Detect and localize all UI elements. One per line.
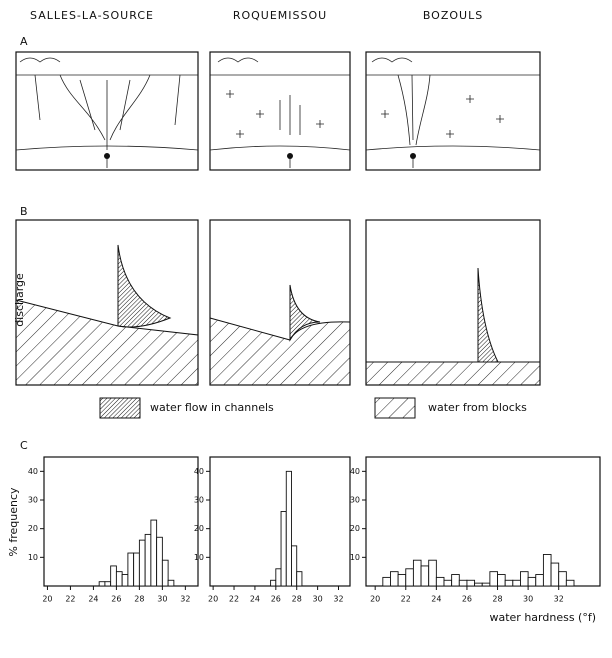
plot-frame: [365, 456, 601, 587]
histogram-bar: [481, 582, 491, 587]
x-tick-label: 30: [523, 595, 533, 604]
histogram-bar: [144, 533, 152, 587]
histogram-bar: [296, 571, 303, 587]
histogram-bar: [550, 562, 560, 587]
legend-label: water from blocks: [428, 401, 527, 414]
histogram-bar: [512, 579, 521, 587]
column-title: ROQUEMISSOU: [233, 9, 327, 22]
histogram-bar: [138, 539, 146, 587]
x-tick-label: 26: [271, 595, 281, 604]
histogram-bar: [405, 568, 414, 587]
histogram-bar: [161, 559, 169, 587]
discharge-diagrams: [15, 219, 541, 419]
y-tick-label: 30: [194, 496, 204, 505]
y-tick-label: 20: [194, 524, 204, 533]
histogram-bar: [520, 571, 529, 587]
y-tick-label: 40: [350, 467, 360, 476]
y-tick-label: 10: [28, 553, 38, 562]
histogram-bar: [98, 581, 106, 587]
legend-label: water flow in channels: [150, 401, 274, 414]
histogram-bar: [466, 579, 476, 587]
y-tick-label: 20: [350, 524, 360, 533]
histogram-bar: [133, 552, 140, 587]
histogram-bar: [382, 576, 391, 587]
y-tick-label: 30: [350, 496, 360, 505]
histogram-bar: [280, 511, 287, 587]
histogram-bar: [150, 519, 158, 587]
histogram-bar: [167, 579, 175, 587]
histogram-bar: [565, 579, 575, 587]
x-tick-label: 22: [401, 595, 411, 604]
plot-frame: [209, 456, 351, 587]
histogram-bar: [115, 571, 123, 587]
y-tick-label: 10: [350, 553, 360, 562]
y-tick-label: 40: [28, 467, 38, 476]
column-title: SALLES-LA-SOURCE: [30, 9, 154, 22]
x-tick-label: 22: [229, 595, 239, 604]
x-tick-label: 24: [88, 595, 98, 604]
histogram-bar: [291, 545, 298, 587]
histogram-bar: [127, 552, 135, 587]
histogram-bar: [397, 574, 407, 587]
x-tick-label: 32: [333, 595, 343, 604]
x-tick-label: 20: [370, 595, 380, 604]
histogram-bar: [390, 571, 399, 587]
x-tick-label: 24: [431, 595, 441, 604]
histogram-bar: [504, 579, 514, 587]
histogram-bar: [435, 576, 445, 587]
y-tick-label: 40: [194, 467, 204, 476]
x-tick-label: 22: [65, 595, 75, 604]
histogram-bar: [458, 579, 468, 587]
histogram-bar: [489, 571, 498, 587]
histogram-bar: [156, 536, 163, 587]
histogram-bar: [542, 554, 552, 587]
histogram-bar: [527, 576, 537, 587]
column-title: BOZOULS: [423, 9, 483, 22]
histogram-bar: [474, 582, 483, 587]
x-tick-label: 28: [292, 595, 302, 604]
histogram-bar: [121, 574, 129, 587]
x-tick-label: 30: [157, 595, 167, 604]
panel-label: B: [20, 205, 28, 218]
x-tick-label: 28: [134, 595, 144, 604]
x-tick-label: 26: [111, 595, 121, 604]
x-tick-label: 28: [492, 595, 502, 604]
x-tick-label: 32: [554, 595, 564, 604]
y-tick-label: 10: [194, 553, 204, 562]
y-tick-label: 30: [28, 496, 38, 505]
x-tick-label: 32: [180, 595, 190, 604]
histogram-bar: [558, 571, 567, 587]
histogram-bar: [110, 565, 117, 587]
x-tick-label: 26: [462, 595, 472, 604]
x-tick-label: 20: [42, 595, 52, 604]
plot-frame: [43, 456, 199, 587]
histogram-bar: [275, 568, 282, 587]
y-axis-label: % frequency: [7, 487, 20, 557]
panel-label: C: [20, 439, 28, 452]
histogram-bar: [285, 470, 292, 587]
histogram-bar: [443, 579, 453, 587]
histogram-bar: [104, 581, 112, 587]
histogram-bar: [270, 579, 277, 587]
histogram-bar: [535, 574, 544, 587]
x-tick-label: 20: [208, 595, 218, 604]
x-axis-label: water hardness (°f): [489, 611, 596, 624]
panel-label: A: [20, 35, 28, 48]
x-tick-label: 30: [313, 595, 323, 604]
x-tick-label: 24: [250, 595, 260, 604]
histogram-bar: [412, 559, 422, 587]
histogram-bar: [420, 565, 430, 587]
histogram-bar: [497, 574, 506, 587]
histogram-bar: [428, 559, 437, 587]
y-tick-label: 20: [28, 524, 38, 533]
karst-sketch: [15, 51, 541, 171]
histogram-bar: [451, 574, 460, 587]
